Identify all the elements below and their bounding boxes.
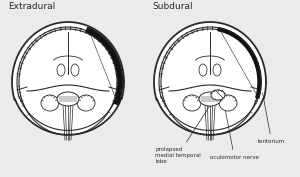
Text: Subdural: Subdural — [152, 2, 193, 11]
Polygon shape — [86, 27, 122, 105]
Text: Extradural: Extradural — [8, 2, 55, 11]
Ellipse shape — [57, 92, 79, 106]
Ellipse shape — [183, 95, 201, 111]
Ellipse shape — [19, 29, 117, 135]
Polygon shape — [218, 28, 261, 98]
Ellipse shape — [161, 29, 259, 135]
Ellipse shape — [199, 92, 221, 106]
Polygon shape — [154, 22, 266, 135]
Text: oculomotor nerve: oculomotor nerve — [210, 101, 259, 160]
Ellipse shape — [219, 95, 237, 111]
Ellipse shape — [77, 95, 95, 111]
Text: prolapsed
medial temporal
lobe: prolapsed medial temporal lobe — [155, 95, 217, 164]
Ellipse shape — [211, 90, 225, 100]
Text: tentorium: tentorium — [258, 93, 285, 144]
Polygon shape — [12, 22, 124, 135]
Ellipse shape — [41, 95, 59, 111]
